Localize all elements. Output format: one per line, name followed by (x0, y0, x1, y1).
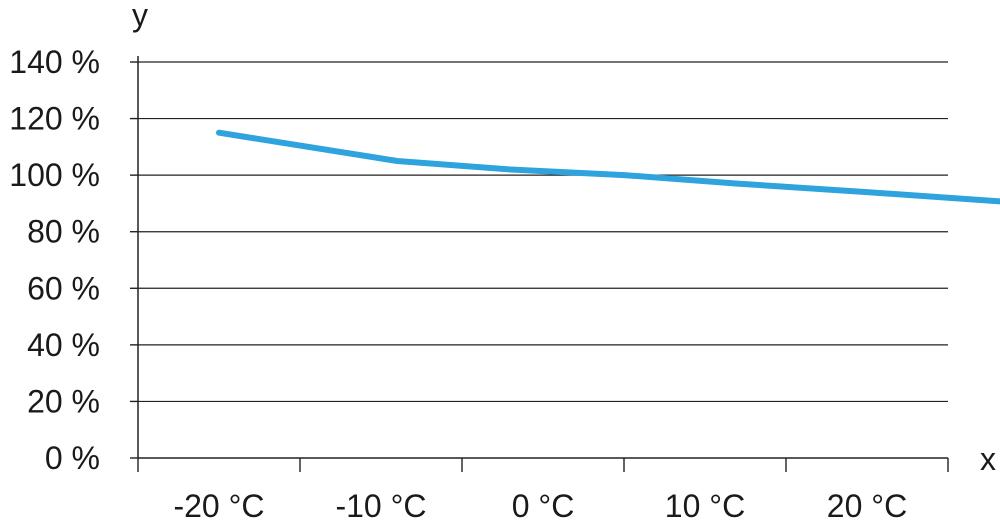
x-tick-label: -20 °C (173, 488, 264, 521)
y-tick-label: 20 % (27, 383, 100, 419)
labels: y x 0 % 20 % 40 % 60 % 80 % 100 % 120 % 140 % -2… (9, 0, 996, 521)
y-tick-label: 40 % (27, 327, 100, 363)
axes (130, 56, 949, 472)
series-line-0 (216, 129, 1000, 205)
y-tick-label: 120 % (9, 101, 100, 137)
x-axis-label: x (980, 441, 996, 477)
x-tick-label: -10 °C (335, 488, 426, 521)
y-tick-label: 100 % (9, 157, 100, 193)
y-tick-label: 0 % (45, 440, 100, 476)
grid (138, 61, 948, 403)
x-tick-label: 20 °C (827, 488, 907, 521)
y-tick-label: 60 % (27, 270, 100, 306)
y-tick-label: 80 % (27, 214, 100, 250)
x-tick-label: 10 °C (665, 488, 745, 521)
series (216, 129, 1000, 205)
y-axis-label: y (132, 0, 148, 33)
x-tick-label: 0 °C (512, 488, 575, 521)
y-tick-label: 140 % (9, 44, 100, 80)
